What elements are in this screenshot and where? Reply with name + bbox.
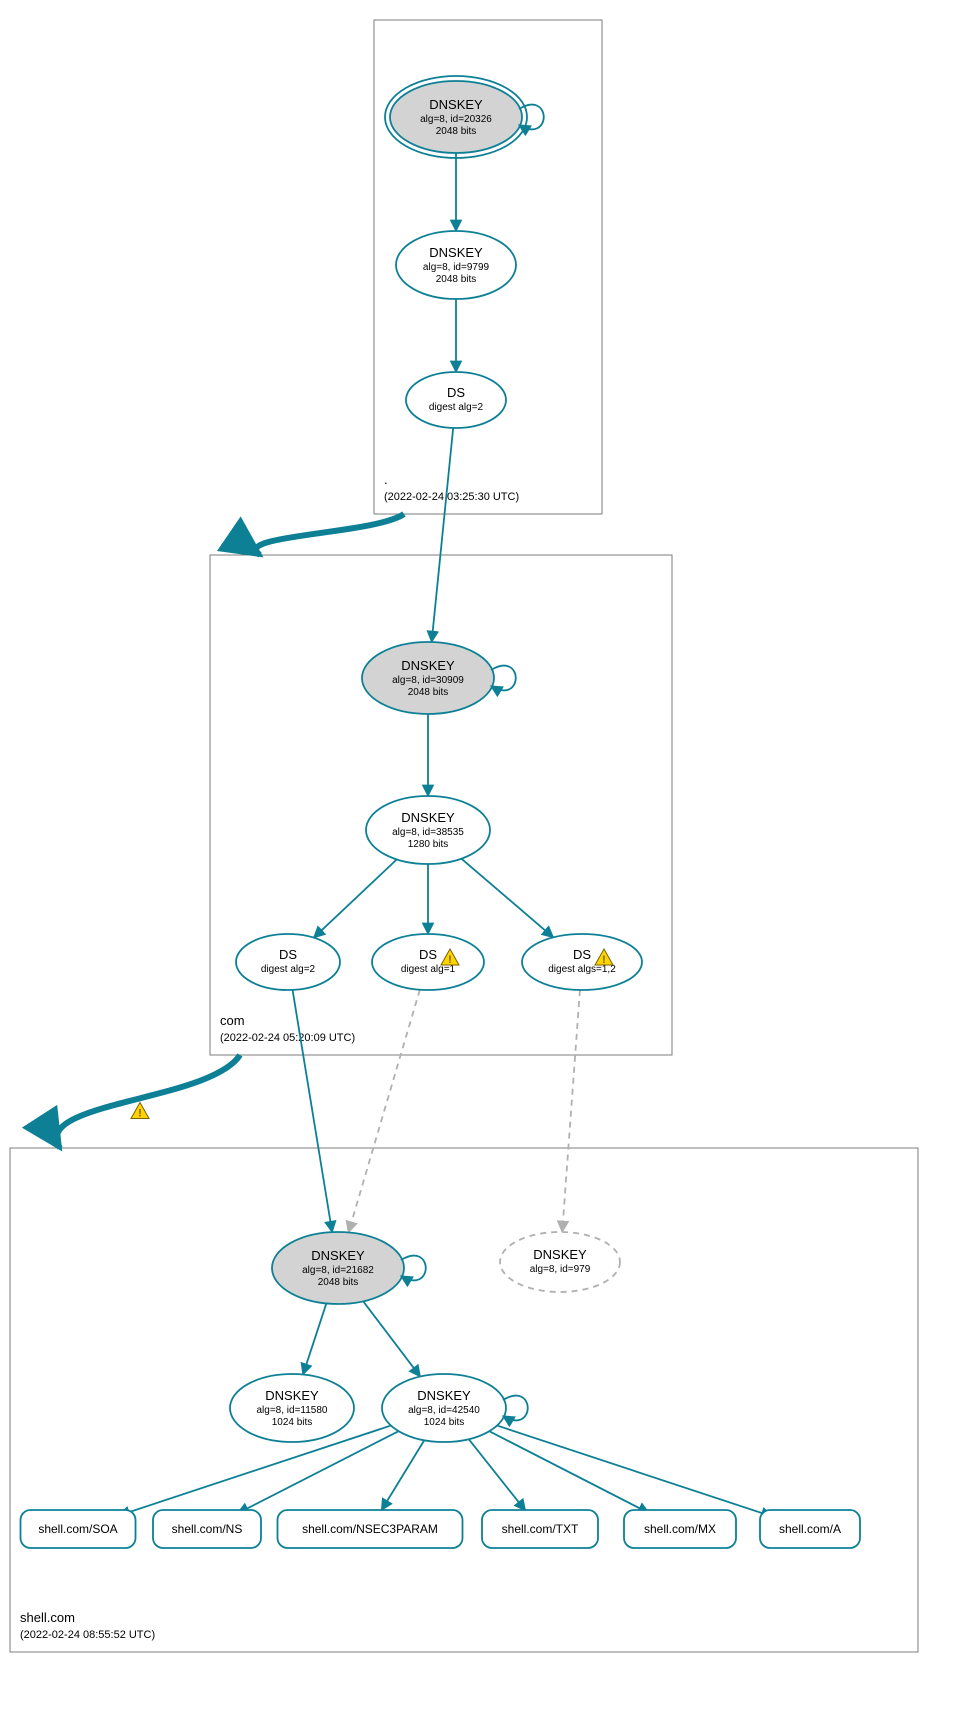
node-line3: 2048 bits [318, 1277, 359, 1288]
node-com-ksk: DNSKEY alg=8, id=309092048 bits [362, 642, 516, 714]
warning-icon: ! [131, 1103, 149, 1120]
node-line3: 1280 bits [408, 839, 449, 850]
edge [562, 990, 580, 1232]
edge [432, 428, 454, 642]
record-label: shell.com/TXT [502, 1522, 579, 1536]
node-line2: digest alg=2 [261, 964, 316, 975]
node-line2: digest alg=2 [429, 402, 484, 413]
record-rr-txt: shell.com/TXT [482, 1510, 598, 1548]
node-shell-zsk2: DNSKEY alg=8, id=425401024 bits [382, 1374, 528, 1442]
record-label: shell.com/SOA [38, 1522, 117, 1536]
record-rr-ns: shell.com/NS [153, 1510, 261, 1548]
record-rr-mx: shell.com/MX [624, 1510, 736, 1548]
zone-label: com [220, 1013, 245, 1028]
node-title: DNSKEY [533, 1247, 587, 1262]
svg-text:!: ! [138, 1108, 142, 1120]
delegation-arrow [256, 514, 404, 555]
node-title: DNSKEY [265, 1388, 319, 1403]
edge [314, 859, 397, 937]
record-rr-a: shell.com/A [760, 1510, 860, 1548]
svg-text:!: ! [602, 954, 606, 966]
node-line2: alg=8, id=9799 [423, 262, 490, 273]
node-line2: alg=8, id=42540 [408, 1405, 480, 1416]
record-label: shell.com/MX [644, 1522, 716, 1536]
node-line2: alg=8, id=30909 [392, 675, 464, 686]
edge [238, 1431, 399, 1513]
edge [469, 1439, 526, 1510]
edge [497, 1426, 772, 1517]
node-root-ksk: DNSKEY alg=8, id=203262048 bits [385, 76, 544, 158]
zone-label: . [384, 472, 388, 487]
zone-label: shell.com [20, 1610, 75, 1625]
edge [119, 1426, 391, 1516]
node-title: DNSKEY [429, 245, 483, 260]
zone-timestamp: (2022-02-24 05:20:09 UTC) [220, 1032, 355, 1044]
zone-timestamp: (2022-02-24 03:25:30 UTC) [384, 491, 519, 503]
dnssec-diagram: . (2022-02-24 03:25:30 UTC) com (2022-02-24… [0, 0, 976, 1711]
zone-timestamp: (2022-02-24 08:55:52 UTC) [20, 1629, 155, 1641]
node-com-zsk: DNSKEY alg=8, id=385351280 bits [366, 796, 490, 864]
node-line3: 2048 bits [408, 687, 449, 698]
node-line2: alg=8, id=979 [530, 1264, 591, 1275]
node-title: DS [279, 947, 297, 962]
node-line2: alg=8, id=21682 [302, 1265, 374, 1276]
edge [348, 990, 419, 1233]
node-shell-ksk: DNSKEY alg=8, id=216822048 bits [272, 1232, 426, 1304]
node-line3: 2048 bits [436, 274, 477, 285]
svg-text:!: ! [448, 954, 452, 966]
edge [363, 1301, 420, 1376]
node-line2: alg=8, id=38535 [392, 827, 464, 838]
node-line3: 1024 bits [272, 1417, 313, 1428]
node-title: DNSKEY [417, 1388, 471, 1403]
node-line3: 1024 bits [424, 1417, 465, 1428]
node-root-ds: DS digest alg=2 [406, 372, 506, 428]
record-rr-soa: shell.com/SOA [21, 1510, 136, 1548]
node-com-ds2: DSdigest alg=1 [372, 934, 484, 990]
node-shell-zsk1: DNSKEY alg=8, id=115801024 bits [230, 1374, 354, 1442]
node-title: DNSKEY [311, 1248, 365, 1263]
edge [303, 1303, 326, 1374]
node-com-ds1: DS digest alg=2 [236, 934, 340, 990]
edge [293, 990, 333, 1232]
node-title: DNSKEY [401, 810, 455, 825]
node-title: DNSKEY [429, 97, 483, 112]
record-label: shell.com/NSEC3PARAM [302, 1522, 438, 1536]
record-rr-nsec: shell.com/NSEC3PARAM [278, 1510, 463, 1548]
node-title: DS [419, 947, 437, 962]
node-shell-gkey: DNSKEY alg=8, id=979 [500, 1232, 620, 1292]
node-title: DS [447, 385, 465, 400]
edge [489, 1431, 649, 1513]
delegation-arrow [57, 1055, 240, 1148]
node-line2: alg=8, id=11580 [257, 1405, 328, 1416]
node-com-ds3: DS digest algs=1,2 [522, 934, 642, 990]
record-label: shell.com/A [779, 1522, 841, 1536]
node-line2: alg=8, id=20326 [420, 114, 492, 125]
node-line2: digest algs=1,2 [548, 964, 616, 975]
record-label: shell.com/NS [172, 1522, 243, 1536]
node-title: DS [573, 947, 591, 962]
node-line3: 2048 bits [436, 126, 477, 137]
edge [461, 859, 553, 938]
edge [382, 1440, 425, 1510]
node-title: DNSKEY [401, 658, 455, 673]
node-root-zsk: DNSKEY alg=8, id=97992048 bits [396, 231, 516, 299]
